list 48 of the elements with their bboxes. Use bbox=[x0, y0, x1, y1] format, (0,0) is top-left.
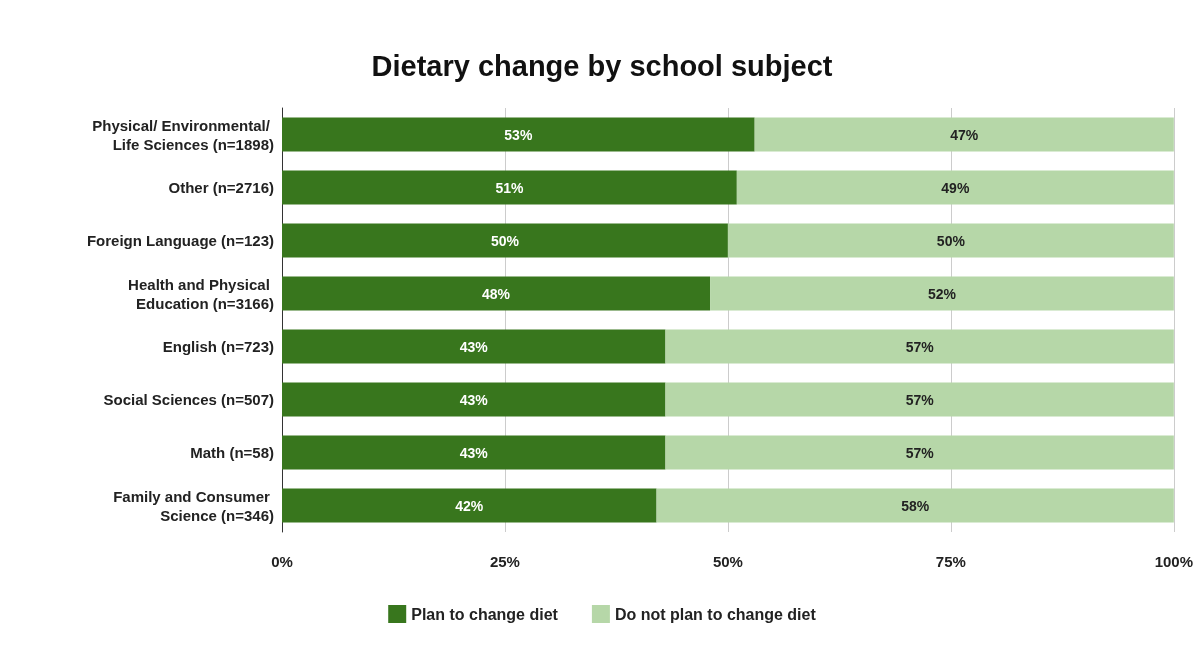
y-tick-label: Physical/ Environmental/ Life Sciences (n=1898) bbox=[92, 116, 274, 153]
x-tick-label: 25% bbox=[489, 553, 520, 570]
bar bbox=[736, 170, 1174, 205]
bar bbox=[665, 382, 1174, 417]
y-tick-label: Social Sciences (n=507) bbox=[103, 391, 274, 408]
bar bbox=[282, 276, 711, 311]
chart-title: Dietary change by school subject bbox=[371, 49, 833, 82]
bar bbox=[282, 329, 666, 364]
data-label: 58% bbox=[901, 497, 930, 514]
bar bbox=[282, 170, 737, 205]
x-tick-label: 100% bbox=[1154, 553, 1194, 570]
data-label: 57% bbox=[905, 444, 935, 461]
data-label: 53% bbox=[504, 126, 533, 143]
data-label: 43% bbox=[459, 338, 489, 355]
y-tick-label: Family and Consumer Science (n=346) bbox=[113, 487, 274, 524]
legend-label: Plan to change diet bbox=[411, 605, 559, 623]
data-label: 47% bbox=[950, 126, 979, 143]
bar bbox=[282, 488, 657, 523]
bar bbox=[727, 223, 1174, 258]
y-tick-label: Math (n=58) bbox=[190, 444, 274, 461]
y-tick-label: English (n=723) bbox=[162, 338, 274, 355]
data-label: 49% bbox=[941, 179, 970, 196]
bar bbox=[656, 488, 1174, 523]
y-tick-label: Foreign Language (n=123) bbox=[86, 232, 274, 249]
data-label: 57% bbox=[905, 338, 935, 355]
bar bbox=[282, 117, 755, 152]
data-label: 52% bbox=[927, 285, 957, 302]
bar bbox=[282, 223, 728, 258]
data-label: 42% bbox=[455, 497, 484, 514]
legend-label: Do not plan to change diet bbox=[614, 605, 817, 623]
y-tick-label: Health and Physical Education (n=3166) bbox=[128, 275, 274, 312]
y-tick-label: Other (n=2716) bbox=[168, 179, 274, 196]
x-tick-label: 0% bbox=[271, 553, 293, 570]
data-label: 50% bbox=[936, 232, 966, 249]
data-label: 43% bbox=[459, 391, 489, 408]
data-label: 48% bbox=[482, 285, 511, 302]
data-label: 57% bbox=[905, 391, 935, 408]
x-tick-label: 50% bbox=[712, 553, 743, 570]
data-label: 43% bbox=[459, 444, 489, 461]
bar bbox=[282, 435, 666, 470]
bar bbox=[282, 382, 666, 417]
bar bbox=[754, 117, 1174, 152]
bar bbox=[665, 435, 1174, 470]
data-label: 50% bbox=[490, 232, 520, 249]
data-label: 51% bbox=[495, 179, 524, 196]
bar bbox=[710, 276, 1174, 311]
bar bbox=[665, 329, 1174, 364]
x-tick-label: 75% bbox=[935, 553, 966, 570]
